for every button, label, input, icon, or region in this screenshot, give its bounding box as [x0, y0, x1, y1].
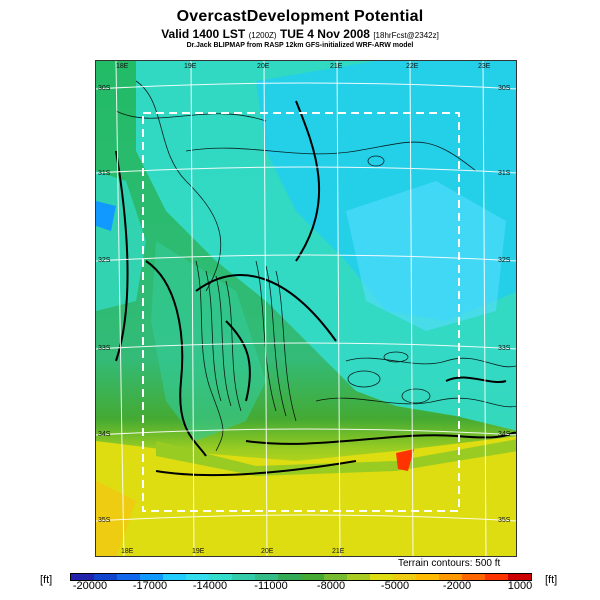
colorbar-swatch [301, 574, 324, 580]
lon-label-top: 18E [116, 63, 129, 70]
lat-label-left: 35S [98, 517, 111, 524]
colorbar-swatch [324, 574, 347, 580]
colorbar-tick: -20000 [72, 580, 108, 592]
colorbar-unit-left: [ft] [40, 574, 53, 586]
lat-label-left: 31S [98, 170, 111, 177]
map-subtitle: Valid 1400 LST (1200Z) TUE 4 Nov 2008 [1… [0, 27, 600, 41]
colorbar-swatch [485, 574, 508, 580]
lat-label-left: 30S [98, 85, 111, 92]
lon-label-top: 22E [406, 63, 419, 70]
lon-label-bottom: 19E [192, 548, 205, 555]
lon-label-bottom: 18E [121, 548, 134, 555]
lat-label-left: 34S [98, 431, 111, 438]
lon-label-bottom: 20E [261, 548, 274, 555]
utc-time: (1200Z) [248, 31, 277, 40]
colorbar [70, 573, 532, 581]
colorbar-swatch [186, 574, 209, 580]
colorbar-tick: -8000 [316, 580, 346, 592]
colorbar-tick: -14000 [192, 580, 228, 592]
colorbar-tick: -5000 [380, 580, 410, 592]
colorbar-swatch [232, 574, 255, 580]
colorbar-tick: -2000 [442, 580, 472, 592]
colorbar-swatch [370, 574, 393, 580]
colorbar-swatch [393, 574, 416, 580]
valid-date: TUE 4 Nov 2008 [279, 27, 370, 41]
colorbar-swatch [255, 574, 278, 580]
colorbar-swatch [117, 574, 140, 580]
map-field-svg [96, 61, 516, 556]
colorbar-tick: 1000 [507, 580, 533, 592]
lat-label-left: 33S [98, 345, 111, 352]
colorbar-swatch [163, 574, 186, 580]
lat-label-right: 34S [498, 431, 511, 438]
lon-label-top: 20E [257, 63, 270, 70]
lon-label-top: 19E [184, 63, 197, 70]
colorbar-swatch [140, 574, 163, 580]
lon-label-bottom: 21E [332, 548, 345, 555]
colorbar-swatch [462, 574, 485, 580]
map-title: OvercastDevelopment Potential [176, 8, 424, 25]
lat-label-right: 35S [498, 517, 511, 524]
colorbar-unit-right: [ft] [545, 574, 558, 586]
terrain-contours-note: Terrain contours: 500 ft [398, 558, 501, 569]
lat-label-right: 33S [498, 345, 511, 352]
colorbar-swatch [278, 574, 301, 580]
colorbar-swatch [94, 574, 117, 580]
colorbar-swatch [439, 574, 462, 580]
lat-label-right: 30S [498, 85, 511, 92]
colorbar-swatch [71, 574, 94, 580]
lat-label-right: 32S [498, 257, 511, 264]
colorbar-swatch [209, 574, 232, 580]
colorbar-swatch [347, 574, 370, 580]
valid-time: Valid 1400 LST [161, 27, 246, 41]
map-plot: 18E 19E 20E 21E 22E 23E 18E 19E 20E 21E … [95, 60, 517, 557]
colorbar-swatch [508, 574, 531, 580]
model-credit: Dr.Jack BLIPMAP from RASP 12km GFS-initi… [186, 42, 414, 49]
lat-label-left: 32S [98, 257, 111, 264]
lon-label-top: 21E [330, 63, 343, 70]
colorbar-tick: -17000 [132, 580, 168, 592]
colorbar-swatch [416, 574, 439, 580]
lat-label-right: 31S [498, 170, 511, 177]
lon-label-top: 23E [478, 63, 491, 70]
forecast-info: [18hrFcst@2342z] [373, 31, 439, 40]
colorbar-tick: -11000 [254, 580, 288, 592]
